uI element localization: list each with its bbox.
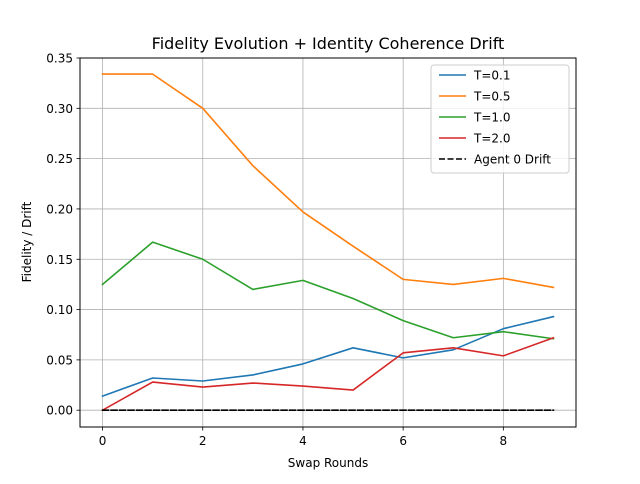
y-tick-label: 0.15 <box>46 253 73 267</box>
y-tick-label: 0.35 <box>46 52 73 66</box>
x-tick-label: 6 <box>399 434 407 448</box>
x-axis-ticks: 0 2 4 6 8 <box>99 427 507 448</box>
series-line-2 <box>101 73 555 289</box>
x-tick-label: 8 <box>500 434 508 448</box>
legend-label: T=0.5 <box>473 90 510 104</box>
x-tick-label: 2 <box>199 434 207 448</box>
y-tick-label: 0.20 <box>46 202 73 216</box>
y-axis-label: Fidelity / Drift <box>20 201 34 282</box>
y-tick-label: 0.05 <box>46 353 73 367</box>
x-axis-label: Swap Rounds <box>288 456 368 470</box>
chart-title: Fidelity Evolution + Identity Coherence … <box>152 34 505 53</box>
y-axis-ticks: 0.00 0.05 0.10 0.15 0.20 0.25 0.30 0.35 <box>46 52 80 418</box>
legend-label: T=0.1 <box>473 69 510 83</box>
x-tick-label: 0 <box>99 434 107 448</box>
legend-label: Agent 0 Drift <box>474 153 551 167</box>
x-tick-label: 4 <box>299 434 307 448</box>
series-lines <box>101 73 555 412</box>
y-tick-label: 0.10 <box>46 303 73 317</box>
plot-area-frame <box>79 57 577 428</box>
series-line-4 <box>101 336 555 412</box>
y-tick-label: 0.25 <box>46 152 73 166</box>
legend: T=0.1 T=0.5 T=1.0 T=2.0 Agent 0 Drift <box>430 64 570 174</box>
y-tick-label: 0.30 <box>46 102 73 116</box>
legend-label: T=2.0 <box>473 132 510 146</box>
legend-label: T=1.0 <box>473 111 510 125</box>
series-line-3 <box>101 241 555 340</box>
legend-box <box>430 64 570 174</box>
y-tick-label: 0.00 <box>46 404 73 418</box>
series-line-1 <box>101 315 555 398</box>
